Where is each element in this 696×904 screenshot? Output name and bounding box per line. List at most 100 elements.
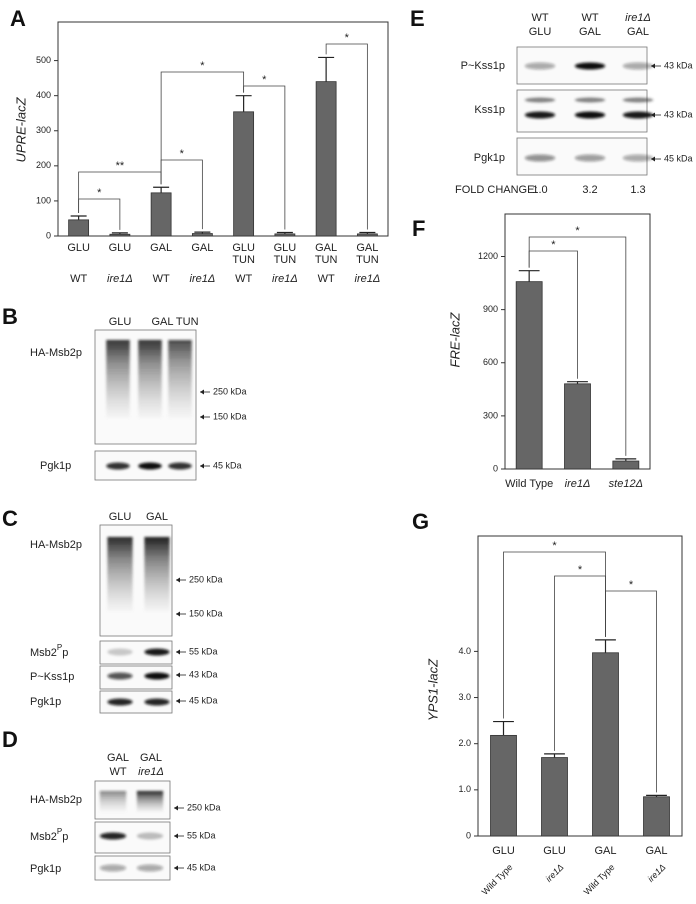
y-tick-label: 500 [36, 55, 51, 65]
significance-bracket [528, 236, 627, 456]
row-label: Msb2Pp [30, 643, 68, 659]
row-label-text: Pgk1p [30, 696, 61, 708]
genotype-label: WT [153, 273, 170, 285]
significance-label: * [345, 32, 350, 44]
marker-label: 150 kDa [213, 411, 247, 421]
x-tick-label: GAL [356, 242, 378, 254]
x-tick-label: Wild Type [505, 478, 553, 490]
lane-label: GLU [109, 316, 132, 328]
y-tick-label: 0 [466, 830, 471, 840]
marker-label: 43 kDa [664, 109, 693, 119]
y-axis-label: UPRE-lacZ [13, 96, 28, 162]
blot-band [106, 462, 130, 470]
row-label: HA-Msb2p [30, 539, 82, 551]
blot-band [524, 62, 556, 70]
marker-arrowhead [176, 611, 180, 617]
x-tick-label: GAL [150, 242, 172, 254]
genotype-label: ire1Δ [272, 273, 298, 285]
y-tick-label: 2.0 [458, 738, 471, 748]
y-tick-label: 3.0 [458, 692, 471, 702]
y-axis-label: YPS1-lacZ [425, 658, 440, 721]
row-label: Pgk1p [30, 863, 61, 875]
panel-letter: D [2, 727, 18, 752]
row-label-text: P~Kss1p [461, 60, 505, 72]
blot-band [144, 672, 170, 680]
marker-arrowhead [174, 805, 178, 811]
panel-letter: A [10, 6, 26, 31]
x-tick-label: GLU [543, 845, 566, 857]
bar [274, 233, 296, 237]
significance-label: * [575, 225, 580, 237]
row-label-end: p [62, 831, 68, 843]
significance-label: * [551, 239, 556, 251]
blot-band [136, 864, 164, 872]
plot-frame [57, 21, 389, 237]
plot-frame [477, 535, 683, 837]
row-label-text: Pgk1p [40, 460, 71, 472]
row-label-text: HA-Msb2p [30, 347, 82, 359]
marker-label: 45 kDa [664, 153, 693, 163]
genotype-label: WT [235, 273, 252, 285]
significance-label: * [578, 564, 583, 576]
marker-arrowhead [200, 463, 204, 469]
row-label: Pgk1p [30, 696, 61, 708]
blot-band [144, 698, 170, 706]
row-label: HA-Msb2p [30, 347, 82, 359]
row-label: P~Kss1p [30, 671, 74, 683]
significance-label: * [629, 579, 634, 591]
panel-letter: E [410, 6, 425, 31]
row-label: Kss1p [474, 104, 505, 116]
lane-label: GAL [146, 511, 168, 523]
panel-letter: C [2, 506, 18, 531]
marker-arrowhead [651, 63, 655, 69]
bar [315, 81, 337, 237]
blot-band [524, 97, 556, 103]
significance-label: * [200, 60, 205, 72]
marker-label: 45 kDa [189, 695, 218, 705]
blot-band [574, 62, 606, 70]
row-label-text: P~Kss1p [30, 671, 74, 683]
y-tick-label: 0 [493, 463, 498, 473]
x-tick-label: ste12Δ [609, 478, 643, 490]
y-tick-label: 300 [483, 410, 498, 420]
genotype-label: ire1Δ [544, 862, 566, 884]
genotype-label: WT [318, 273, 335, 285]
significance-label: * [262, 74, 267, 86]
bar [592, 652, 619, 837]
row-label-sup: P [57, 643, 62, 652]
genotype-label: Wild Type [480, 862, 515, 897]
blot-band [136, 832, 164, 840]
marker-arrowhead [200, 389, 204, 395]
lane-label: WT [531, 12, 548, 24]
marker-arrowhead [176, 649, 180, 655]
x-tick-label: ire1Δ [565, 478, 591, 490]
y-tick-label: 600 [483, 357, 498, 367]
significance-bracket [605, 590, 657, 793]
blot-box [516, 89, 648, 133]
blot-band [138, 462, 162, 470]
blot-smear [168, 340, 192, 418]
blot-band [107, 672, 133, 680]
row-label: Msb2Pp [30, 827, 68, 843]
marker-arrowhead [176, 672, 180, 678]
lane-label: GAL [579, 26, 601, 38]
y-tick-label: 0 [46, 230, 51, 240]
significance-label: * [552, 540, 557, 552]
x-tick-label: GLU [109, 242, 132, 254]
x-tick-label: GLU [67, 242, 90, 254]
bar [541, 757, 568, 837]
lane-label: GAL [107, 752, 129, 764]
blot-box [99, 665, 173, 690]
bar [564, 383, 591, 470]
genotype-label: ire1Δ [355, 273, 381, 285]
bar [356, 233, 378, 237]
blot-band [622, 62, 654, 70]
genotype-label: Wild Type [582, 862, 617, 897]
blot-smear [99, 791, 127, 812]
panel-letter: B [2, 304, 18, 329]
y-axis-label: FRE-lacZ [447, 311, 462, 367]
marker-label: 150 kDa [189, 608, 223, 618]
blot-band [622, 154, 654, 162]
genotype-label: ire1Δ [190, 273, 216, 285]
